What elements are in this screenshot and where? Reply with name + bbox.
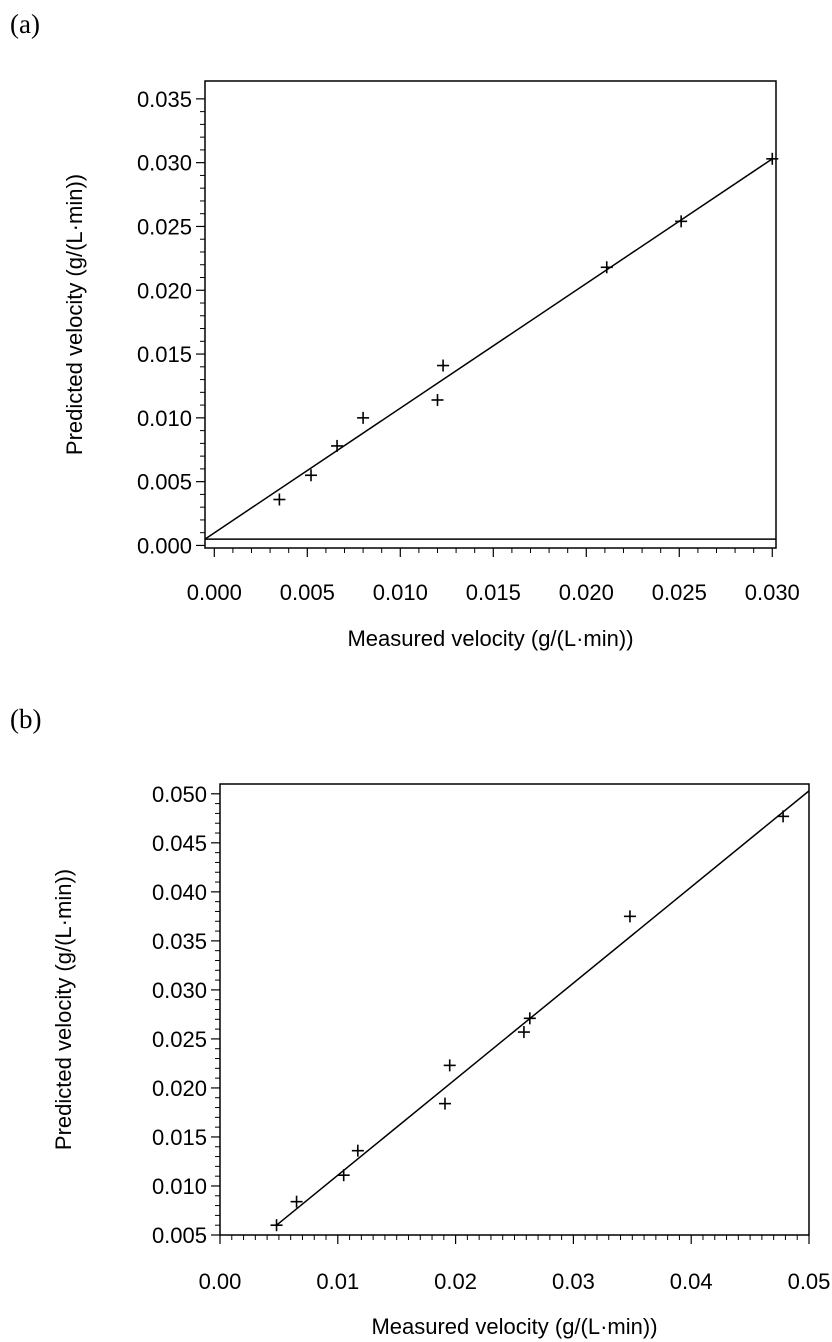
data-point [351, 1144, 364, 1157]
data-point [675, 215, 688, 228]
y-tick-label: 0.015 [152, 1125, 207, 1150]
x-tick-label: 0.04 [670, 1269, 713, 1294]
data-point [438, 1097, 451, 1110]
y-tick-label: 0.040 [152, 880, 207, 905]
y-axis-title: Predicted velocity (g/(L·min)) [51, 869, 76, 1150]
x-tick-label: 0.03 [552, 1269, 595, 1294]
x-tick-label: 0.00 [199, 1269, 242, 1294]
y-tick-label: 0.020 [152, 1076, 207, 1101]
y-tick-label: 0.010 [137, 406, 192, 431]
y-tick-label: 0.025 [152, 1027, 207, 1052]
x-tick-label: 0.02 [434, 1269, 477, 1294]
y-tick-label: 0.010 [152, 1174, 207, 1199]
y-tick-label: 0.035 [137, 87, 192, 112]
panel-label: (a) [10, 9, 40, 39]
data-point [517, 1026, 530, 1039]
data-point [337, 1169, 350, 1182]
data-point [777, 810, 790, 823]
data-point [331, 439, 344, 452]
data-point [273, 493, 286, 506]
y-tick-label: 0.035 [152, 929, 207, 954]
x-tick-label: 0.020 [559, 580, 614, 605]
y-tick-label: 0.000 [137, 533, 192, 558]
fit-line [276, 790, 810, 1226]
y-axis-title: Predicted velocity (g/(L·min)) [62, 174, 87, 455]
x-tick-label: 0.010 [373, 580, 428, 605]
x-tick-label: 0.030 [745, 580, 800, 605]
x-tick-label: 0.01 [316, 1269, 359, 1294]
y-tick-label: 0.005 [137, 470, 192, 495]
data-point [600, 261, 613, 274]
data-point [270, 1219, 283, 1232]
data-point [766, 152, 779, 165]
y-tick-label: 0.030 [152, 978, 207, 1003]
y-tick-label: 0.020 [137, 278, 192, 303]
y-tick-label: 0.015 [137, 342, 192, 367]
data-point [431, 393, 444, 406]
data-point [443, 1059, 456, 1072]
x-tick-label: 0.015 [466, 580, 521, 605]
y-tick-label: 0.050 [152, 782, 207, 807]
y-tick-label: 0.045 [152, 831, 207, 856]
plot-frame [204, 80, 777, 549]
y-tick-label: 0.030 [137, 151, 192, 176]
chart-panel-a: (a) 0.000 0.005 0.010 0.015 0.020 0.025 0.030 0.… [10, 9, 800, 651]
chart-panel-b: (b) 0.00 0.01 0.02 0.03 0.04 0.05 0.005 0.010 0.0… [10, 704, 830, 1339]
data-point [437, 359, 450, 372]
data-point [623, 910, 636, 923]
data-point [523, 1012, 536, 1025]
y-tick-label: 0.025 [137, 214, 192, 239]
x-tick-label: 0.000 [187, 580, 242, 605]
data-point [357, 411, 370, 424]
plot-frame [219, 783, 810, 1236]
x-tick-label: 0.05 [788, 1269, 831, 1294]
fit-line [204, 158, 773, 540]
panel-label: (b) [10, 704, 41, 734]
data-point [290, 1195, 303, 1208]
x-axis-title: Measured velocity (g/(L·min)) [371, 1314, 657, 1339]
x-axis-title: Measured velocity (g/(L·min)) [347, 626, 633, 651]
x-tick-label: 0.025 [652, 580, 707, 605]
data-point [305, 469, 318, 482]
y-tick-label: 0.005 [152, 1223, 207, 1248]
x-tick-label: 0.005 [280, 580, 335, 605]
